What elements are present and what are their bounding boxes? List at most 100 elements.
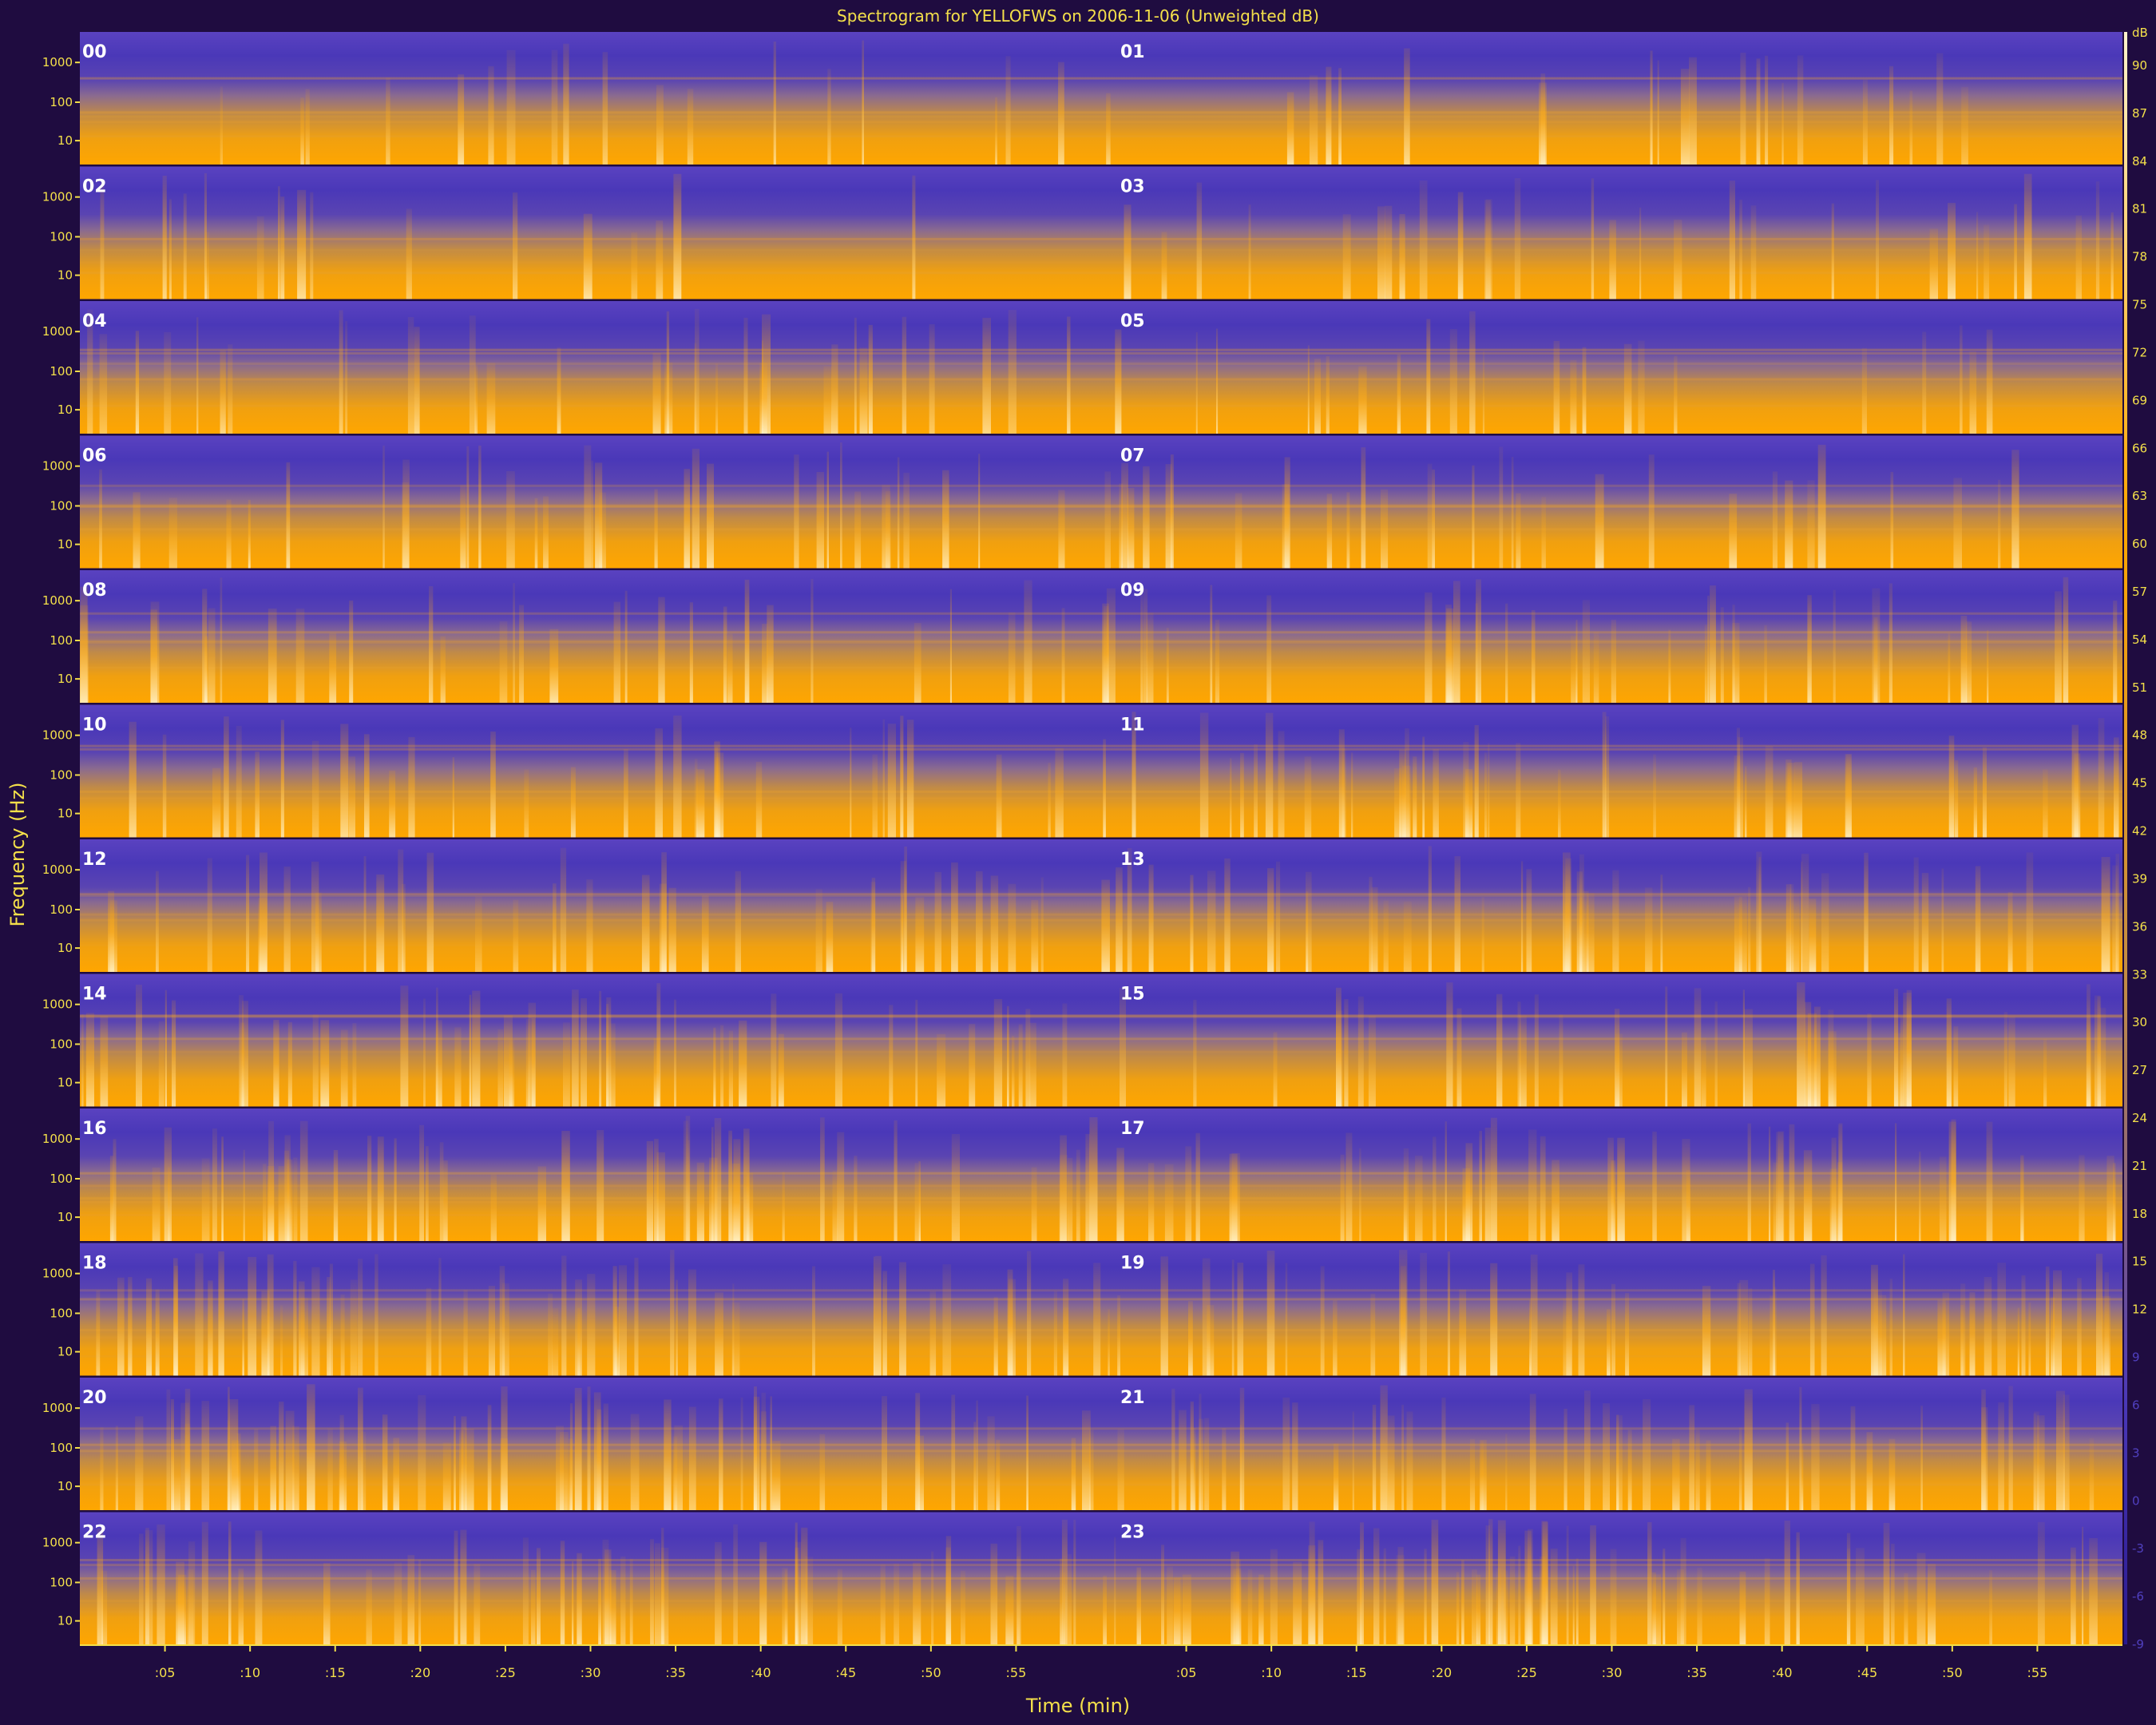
- time-tick-label: :45: [1857, 1665, 1877, 1680]
- band-line: [80, 248, 2122, 252]
- activity-streak: [312, 1014, 319, 1107]
- colorbar-tick-label: 54: [2132, 632, 2147, 647]
- activity-streak: [1093, 1263, 1101, 1376]
- activity-streak: [840, 442, 842, 569]
- activity-streak: [278, 186, 280, 299]
- activity-streak: [723, 606, 727, 703]
- activity-streak: [1496, 993, 1503, 1107]
- freq-tick-label: 1000: [42, 593, 73, 608]
- activity-streak: [1697, 1568, 1702, 1645]
- activity-streak: [987, 1416, 995, 1510]
- activity-streak: [1623, 343, 1632, 434]
- activity-streak: [375, 1254, 378, 1376]
- activity-streak: [311, 740, 319, 838]
- activity-streak: [135, 331, 140, 434]
- band-line: [80, 1443, 2122, 1446]
- spectrogram-row: 02 03 1000 100 10: [42, 166, 2122, 299]
- activity-streak: [656, 220, 664, 299]
- band-line: [80, 1481, 2122, 1485]
- activity-streak: [868, 324, 873, 434]
- activity-streak: [1792, 894, 1800, 972]
- activity-streak: [201, 1158, 210, 1241]
- activity-streak: [285, 1410, 295, 1510]
- activity-streak: [1307, 345, 1310, 434]
- activity-streak: [2075, 215, 2082, 299]
- activity-streak: [1445, 1121, 1447, 1241]
- activity-streak: [394, 1138, 397, 1241]
- activity-streak: [1266, 1250, 1275, 1376]
- activity-streak: [897, 457, 900, 569]
- activity-streak: [439, 1142, 444, 1241]
- activity-streak: [880, 1564, 886, 1645]
- activity-streak: [1404, 48, 1410, 165]
- activity-streak: [664, 1399, 672, 1510]
- activity-streak: [1199, 712, 1209, 838]
- activity-streak: [673, 173, 682, 299]
- activity-streak: [1610, 1549, 1617, 1645]
- activity-streak: [1702, 1286, 1711, 1376]
- time-tick-label: :55: [1006, 1665, 1027, 1680]
- activity-streak: [327, 1277, 331, 1376]
- activity-streak: [1744, 1389, 1753, 1510]
- activity-streak: [1465, 769, 1473, 838]
- activity-streak: [1071, 1438, 1076, 1510]
- activity-streak: [1750, 205, 1757, 299]
- activity-streak: [951, 862, 958, 972]
- freq-tick-label: 100: [50, 1306, 73, 1320]
- activity-streak: [1928, 1564, 1936, 1645]
- activity-streak: [569, 1438, 573, 1510]
- activity-streak: [982, 317, 991, 434]
- activity-streak: [157, 1524, 165, 1645]
- band-line: [80, 261, 2122, 264]
- activity-streak: [631, 232, 638, 299]
- activity-streak: [1401, 1405, 1404, 1510]
- activity-streak: [1472, 1569, 1477, 1645]
- hour-label: 19: [1120, 1254, 1145, 1274]
- activity-streak: [164, 989, 167, 1107]
- spectrogram-panel: [80, 1108, 2122, 1241]
- activity-streak: [1103, 1576, 1107, 1645]
- activity-streak: [1785, 884, 1792, 972]
- activity-streak: [728, 1030, 733, 1107]
- activity-streak: [460, 485, 466, 569]
- activity-streak: [1745, 766, 1747, 838]
- activity-streak: [674, 1425, 683, 1510]
- activity-streak: [261, 1291, 270, 1376]
- activity-streak: [782, 1172, 785, 1241]
- activity-streak: [1017, 1556, 1021, 1645]
- activity-streak: [248, 1256, 257, 1376]
- activity-streak: [743, 317, 748, 434]
- activity-streak: [1484, 1128, 1491, 1241]
- activity-streak: [1239, 1387, 1245, 1510]
- band-line: [80, 612, 2122, 615]
- activity-streak: [612, 1266, 617, 1376]
- activity-streak: [1831, 1137, 1837, 1241]
- activity-streak: [1540, 73, 1546, 165]
- activity-streak: [1969, 351, 1977, 434]
- activity-streak: [912, 175, 916, 299]
- activity-streak: [1570, 359, 1577, 434]
- activity-streak: [762, 624, 768, 703]
- activity-streak: [902, 316, 907, 434]
- hour-label: 23: [1120, 1523, 1145, 1543]
- time-tick-label: :30: [1602, 1665, 1623, 1680]
- activity-streak: [973, 1422, 977, 1510]
- band-line: [80, 1014, 2122, 1017]
- activity-streak: [915, 897, 925, 972]
- activity-streak: [1344, 999, 1349, 1107]
- activity-streak: [1518, 1545, 1521, 1645]
- freq-tick-label: 10: [57, 402, 73, 417]
- activity-streak: [715, 1292, 723, 1376]
- activity-streak: [300, 97, 304, 165]
- spectrogram-panel: [80, 166, 2122, 299]
- activity-streak: [1161, 232, 1167, 299]
- activity-streak: [1873, 617, 1878, 703]
- time-tick-label: :20: [410, 1665, 430, 1680]
- activity-streak: [770, 1396, 772, 1510]
- activity-streak: [1505, 603, 1508, 703]
- activity-streak: [837, 1568, 842, 1645]
- activity-streak: [1582, 347, 1587, 434]
- activity-streak: [367, 1136, 372, 1241]
- activity-streak: [1677, 1569, 1684, 1645]
- colorbar-tick-label: 69: [2132, 393, 2147, 407]
